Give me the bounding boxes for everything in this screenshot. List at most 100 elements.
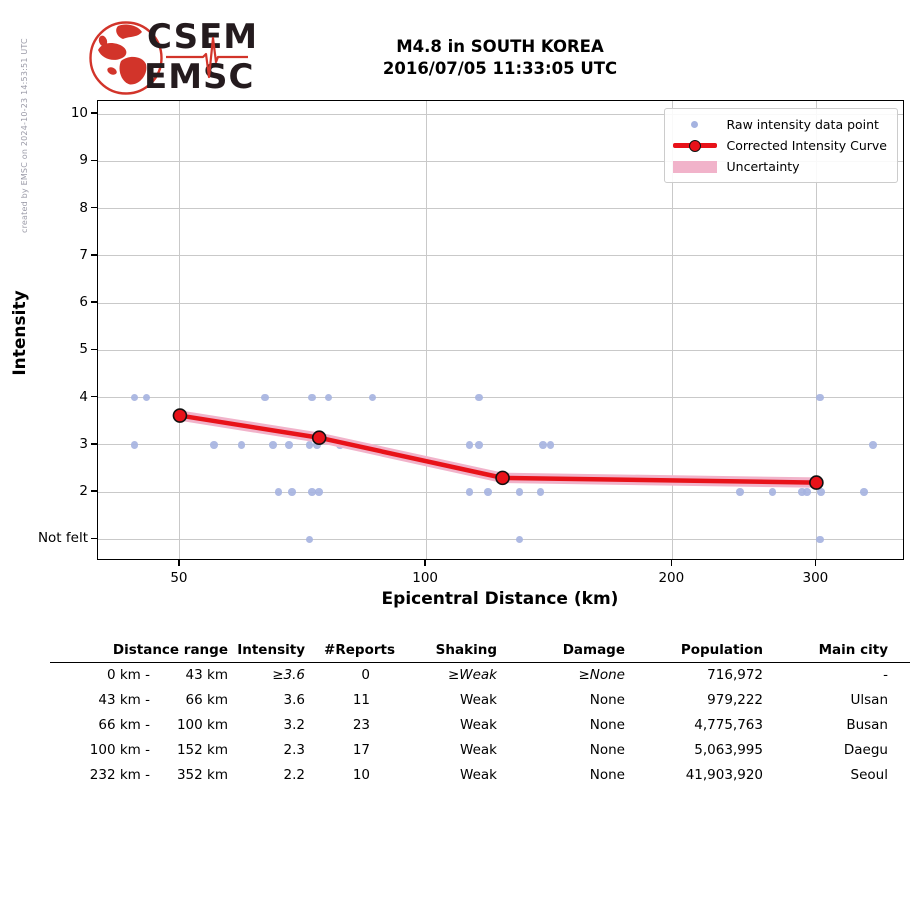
gridline-y bbox=[98, 349, 903, 351]
cell-shaking: Weak bbox=[460, 692, 497, 708]
cell-population: 41,903,920 bbox=[685, 767, 763, 783]
cell-intensity: 2.3 bbox=[283, 742, 305, 758]
raw-intensity-point bbox=[869, 441, 877, 449]
gridline-y bbox=[98, 113, 903, 115]
cell-main-city: Busan bbox=[846, 717, 888, 733]
curve-swatch-icon bbox=[672, 139, 717, 152]
y-tick-label: Not felt bbox=[37, 530, 88, 547]
raw-intensity-point bbox=[816, 393, 824, 402]
gridline-x bbox=[671, 101, 673, 559]
raw-intensity-point bbox=[803, 488, 811, 496]
cell-intensity: 2.2 bbox=[283, 767, 305, 783]
table-row: 43 km - 66 km 3.6 11 Weak None 979,222 Ulsan bbox=[50, 688, 910, 713]
y-tick-label: 4 bbox=[79, 388, 88, 405]
logo-text-csem: CSEM bbox=[147, 17, 259, 57]
gridline-y bbox=[98, 255, 903, 257]
cell-spacer bbox=[888, 738, 910, 763]
y-tick-mark bbox=[91, 112, 97, 114]
cell-shaking: Weak bbox=[460, 767, 497, 783]
chart-legend: Raw intensity data point Corrected Intens… bbox=[663, 108, 898, 183]
raw-intensity-point bbox=[308, 393, 316, 402]
cell-intensity: ≥3.6 bbox=[272, 667, 305, 683]
raw-intensity-point bbox=[546, 441, 555, 449]
cell-reports: 11 bbox=[352, 692, 370, 708]
cell-shaking: Weak bbox=[460, 742, 497, 758]
y-tick-label: 9 bbox=[79, 152, 88, 169]
raw-intensity-point bbox=[305, 535, 314, 544]
cell-damage: None bbox=[589, 742, 625, 758]
legend-swatch-band bbox=[672, 160, 718, 173]
table-header-row: Distance range Intensity #Reports Shaking Da… bbox=[50, 639, 910, 663]
y-tick-mark bbox=[91, 443, 97, 445]
cell-range-from: 43 km - bbox=[98, 692, 150, 708]
col-header-damage: Damage bbox=[562, 642, 625, 658]
curve-marker-swatch-icon bbox=[688, 139, 701, 152]
cell-shaking: ≥Weak bbox=[447, 667, 497, 683]
raw-intensity-point bbox=[860, 488, 868, 496]
y-tick-mark bbox=[91, 254, 97, 256]
raw-intensity-point bbox=[817, 488, 825, 496]
cell-spacer bbox=[888, 688, 910, 713]
cell-spacer bbox=[888, 663, 910, 688]
raw-intensity-point bbox=[269, 441, 277, 449]
raw-intensity-point bbox=[313, 441, 321, 449]
corrected-intensity-curve bbox=[179, 413, 817, 485]
y-tick-label: 5 bbox=[79, 341, 88, 358]
raw-intensity-point bbox=[475, 393, 483, 402]
y-tick-label: 3 bbox=[79, 435, 88, 452]
col-header-spacer bbox=[888, 639, 910, 662]
col-header-intensity: Intensity bbox=[237, 642, 305, 658]
raw-point-swatch-icon bbox=[691, 121, 699, 128]
summary-table: Distance range Intensity #Reports Shaking Da… bbox=[50, 639, 910, 788]
cell-damage: None bbox=[589, 717, 625, 733]
raw-intensity-point bbox=[288, 488, 296, 496]
cell-population: 979,222 bbox=[707, 692, 763, 708]
legend-entry: Uncertainty bbox=[672, 156, 887, 177]
cell-range-from: 232 km - bbox=[89, 767, 150, 783]
y-tick-mark bbox=[91, 159, 97, 162]
cell-spacer bbox=[888, 763, 910, 788]
raw-intensity-point bbox=[475, 441, 483, 449]
y-tick-label: 10 bbox=[70, 105, 88, 122]
y-tick-mark bbox=[91, 490, 97, 492]
col-header-shaking: Shaking bbox=[435, 642, 497, 658]
cell-reports: 17 bbox=[352, 742, 370, 758]
col-header-main-city: Main city bbox=[818, 642, 888, 658]
raw-intensity-point bbox=[798, 488, 806, 496]
corrected-curve-marker bbox=[172, 408, 188, 423]
legend-label: Uncertainty bbox=[726, 159, 800, 174]
raw-intensity-point bbox=[324, 393, 333, 402]
x-tick-mark bbox=[670, 560, 673, 566]
x-tick-label: 200 bbox=[658, 570, 685, 586]
cell-main-city: Seoul bbox=[850, 767, 888, 783]
legend-swatch-dot bbox=[672, 121, 718, 128]
y-tick-mark bbox=[91, 537, 97, 540]
corrected-curve-marker bbox=[495, 470, 510, 486]
legend-label: Raw intensity data point bbox=[726, 117, 879, 132]
raw-intensity-point bbox=[736, 488, 744, 496]
col-header-distance-range: Distance range bbox=[112, 642, 228, 658]
cell-range-to: 43 km bbox=[185, 667, 228, 683]
cell-range-from: 100 km - bbox=[89, 742, 150, 758]
legend-label: Corrected Intensity Curve bbox=[726, 138, 887, 153]
band-swatch-icon bbox=[672, 160, 717, 173]
x-tick-label: 100 bbox=[412, 570, 439, 586]
y-tick-label: 8 bbox=[79, 199, 88, 216]
cell-damage: None bbox=[589, 692, 625, 708]
legend-entry: Raw intensity data point bbox=[672, 114, 887, 135]
cell-range-to: 66 km bbox=[185, 692, 228, 708]
cell-damage: ≥None bbox=[578, 667, 625, 683]
y-tick-mark bbox=[91, 395, 97, 398]
gridline-x bbox=[425, 101, 427, 559]
cell-main-city: - bbox=[883, 667, 888, 683]
table-row: 0 km - 43 km ≥3.6 0 ≥Weak ≥None 716,972 - bbox=[50, 663, 910, 688]
cell-range-to: 352 km bbox=[176, 767, 228, 783]
x-tick-mark bbox=[814, 560, 817, 566]
intensity-chart: Raw intensity data point Corrected Intens… bbox=[38, 100, 904, 586]
gridline-y bbox=[98, 160, 903, 162]
raw-intensity-point bbox=[484, 488, 492, 496]
cell-range-to: 152 km bbox=[176, 742, 228, 758]
chart-title: M4.8 in SOUTH KOREA 2016/07/05 11:33:05 … bbox=[250, 36, 750, 80]
cell-reports: 10 bbox=[352, 767, 370, 783]
